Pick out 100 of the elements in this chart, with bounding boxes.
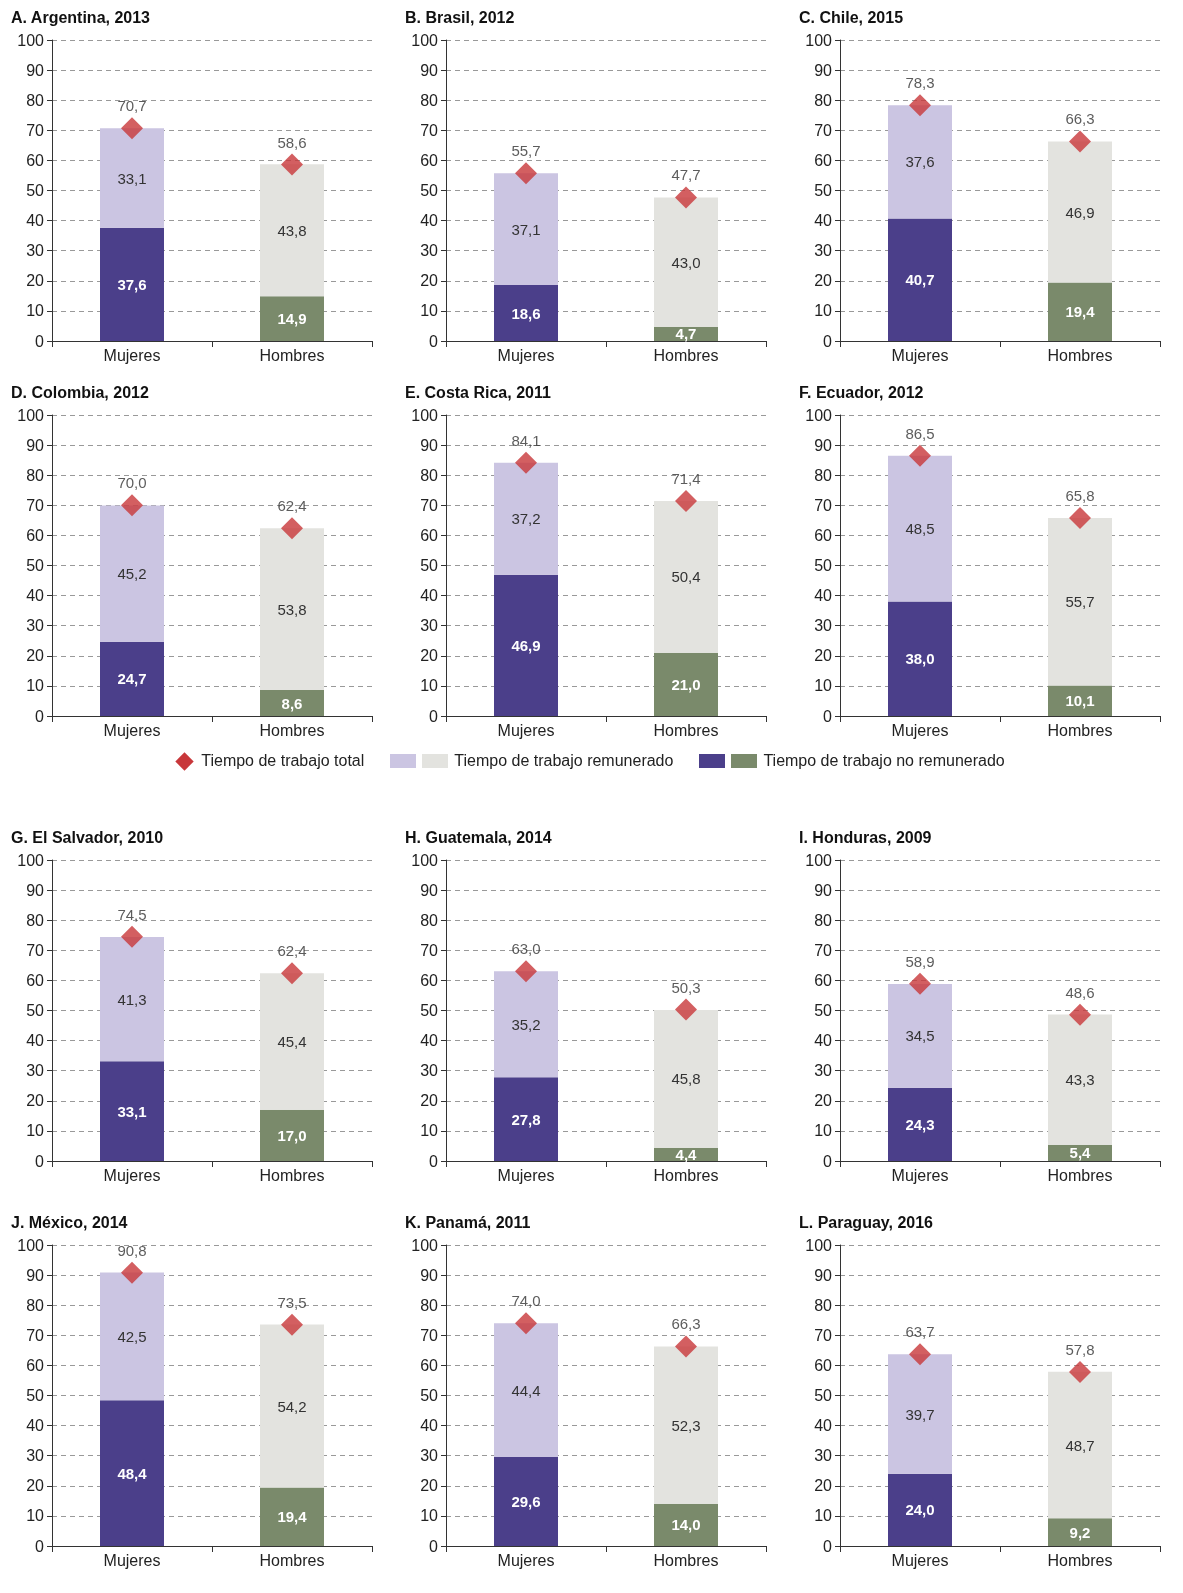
data-label: 45,4 <box>277 1033 307 1050</box>
y-tick-label: 90 <box>26 1266 45 1284</box>
data-label: 63,0 <box>511 940 541 958</box>
y-tick-label: 20 <box>420 1092 439 1110</box>
y-tick-label: 20 <box>814 1092 833 1110</box>
bar <box>1048 1371 1112 1519</box>
y-tick-label: 10 <box>420 302 439 320</box>
bar <box>100 937 164 1062</box>
x-tick-label: Hombres <box>653 1551 719 1569</box>
data-label: 66,3 <box>671 1315 701 1333</box>
y-tick-label: 60 <box>814 971 833 989</box>
bar <box>100 641 164 716</box>
data-label: 62,4 <box>277 942 307 960</box>
y-tick-label: 0 <box>823 707 833 725</box>
y-tick-label: 60 <box>26 1356 45 1374</box>
y-tick-label: 70 <box>814 941 833 959</box>
y-tick-label: 20 <box>420 1477 439 1495</box>
data-label: 46,9 <box>1065 203 1095 221</box>
y-tick-label: 70 <box>814 121 833 139</box>
y-tick-label: 20 <box>814 647 833 665</box>
data-label: 8,6 <box>281 694 303 712</box>
data-label: 17,0 <box>277 1126 307 1144</box>
y-tick-label: 60 <box>420 1356 439 1374</box>
data-label: 34,5 <box>905 1027 935 1045</box>
x-tick-label: Mujeres <box>891 1551 949 1569</box>
data-label: 37,6 <box>117 275 147 293</box>
data-label: 74,0 <box>511 1292 541 1310</box>
y-tick-label: 30 <box>420 1447 439 1465</box>
y-tick-label: 50 <box>814 1387 833 1404</box>
y-tick-label: 0 <box>35 707 45 725</box>
y-tick-label: 80 <box>814 91 833 109</box>
y-tick-label: 0 <box>429 707 439 725</box>
data-label: 18,6 <box>511 304 541 322</box>
y-tick-label: 0 <box>429 332 439 350</box>
x-tick-label: Mujeres <box>103 721 161 739</box>
data-label: 33,1 <box>117 169 147 187</box>
y-tick-label: 0 <box>35 1152 45 1170</box>
bar <box>260 1109 324 1161</box>
data-label: 33,1 <box>117 1102 147 1120</box>
bar <box>260 690 324 716</box>
bar <box>100 1061 164 1161</box>
bar <box>100 1272 164 1401</box>
y-tick-label: 100 <box>17 1236 45 1254</box>
data-label: 58,9 <box>905 952 935 970</box>
y-tick-label: 40 <box>26 587 45 605</box>
bar <box>888 1087 952 1161</box>
x-tick-label: Mujeres <box>497 1551 555 1569</box>
bar <box>494 462 558 575</box>
y-tick-label: 100 <box>805 1236 833 1254</box>
data-label: 43,8 <box>277 221 307 239</box>
chart-title: K. Panamá, 2011 <box>405 1213 531 1231</box>
y-tick-label: 70 <box>814 496 833 514</box>
bar <box>888 601 952 716</box>
y-tick-label: 70 <box>420 941 439 959</box>
bar <box>654 501 718 653</box>
chart-title: I. Honduras, 2009 <box>799 828 932 846</box>
y-tick-label: 40 <box>814 1032 833 1050</box>
y-tick-label: 80 <box>420 91 439 109</box>
y-tick-label: 80 <box>26 1296 45 1314</box>
bar <box>654 1503 718 1546</box>
y-tick-label: 70 <box>26 941 45 959</box>
data-label: 21,0 <box>671 675 701 693</box>
bar <box>494 574 558 716</box>
y-tick-label: 30 <box>26 242 45 260</box>
y-tick-label: 20 <box>814 272 833 290</box>
y-tick-label: 10 <box>26 1122 45 1140</box>
bar <box>494 1077 558 1161</box>
x-tick-label: Hombres <box>1047 346 1113 364</box>
y-tick-label: 90 <box>420 1266 439 1284</box>
y-tick-label: 30 <box>420 1062 439 1080</box>
bar <box>888 1354 952 1474</box>
y-tick-label: 0 <box>823 1537 833 1555</box>
bar <box>494 971 558 1078</box>
y-tick-label: 80 <box>26 466 45 484</box>
y-tick-label: 70 <box>420 1326 439 1344</box>
data-label: 45,2 <box>117 565 147 583</box>
bar <box>1048 1014 1112 1145</box>
y-tick-label: 50 <box>26 557 45 574</box>
data-label: 47,7 <box>671 166 701 184</box>
y-tick-label: 30 <box>420 242 439 260</box>
y-tick-label: 50 <box>420 1387 439 1404</box>
y-tick-label: 90 <box>814 881 833 899</box>
y-tick-label: 10 <box>420 1122 439 1140</box>
y-tick-label: 40 <box>420 1417 439 1435</box>
data-label: 48,6 <box>1065 983 1095 1001</box>
data-label: 19,4 <box>1065 303 1096 321</box>
y-tick-label: 50 <box>420 1002 439 1019</box>
y-tick-label: 20 <box>814 1477 833 1495</box>
y-tick-label: 90 <box>26 436 45 454</box>
y-tick-label: 50 <box>814 182 833 199</box>
y-tick-label: 90 <box>420 436 439 454</box>
data-label: 9,2 <box>1069 1523 1091 1541</box>
data-label: 48,4 <box>117 1464 148 1482</box>
y-tick-label: 30 <box>814 1062 833 1080</box>
y-tick-label: 70 <box>420 496 439 514</box>
bar <box>260 973 324 1110</box>
y-tick-label: 50 <box>26 1387 45 1404</box>
data-label: 63,7 <box>905 1323 935 1341</box>
y-tick-label: 80 <box>814 911 833 929</box>
y-tick-label: 30 <box>26 1447 45 1465</box>
